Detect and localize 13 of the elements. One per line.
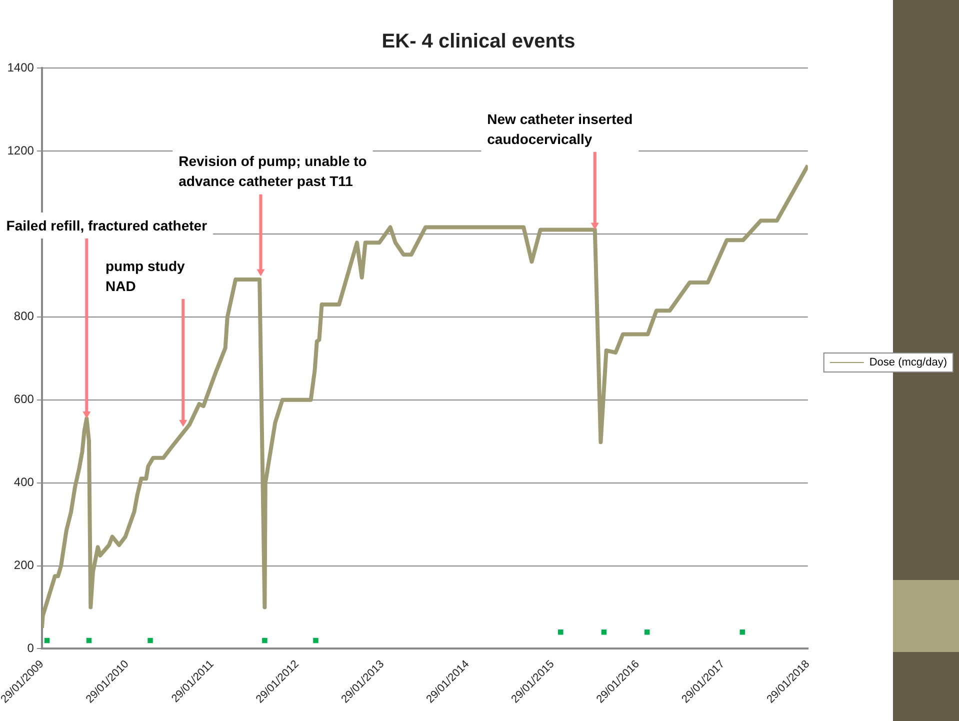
y-tick-label: 1400 [7, 60, 34, 74]
annotation: New catheter inserted caudocervically [487, 110, 633, 147]
annotation: Failed refill, fractured catheter [6, 218, 208, 234]
y-tick-label: 0 [27, 641, 34, 656]
chart-title: EK- 4 clinical events [382, 30, 576, 53]
y-tick-label: 400 [14, 475, 34, 490]
annotation: Revision of pump; unable to advance catheter past T11 [178, 153, 367, 190]
y-tick-label: 1200 [7, 143, 34, 158]
annotation: pump study NAD [105, 258, 186, 294]
y-tick-label: 800 [14, 309, 34, 324]
y-tick-label: 200 [14, 558, 34, 572]
y-tick-label: 600 [14, 392, 34, 406]
legend-label: Dose (mcg/day) [869, 356, 948, 369]
